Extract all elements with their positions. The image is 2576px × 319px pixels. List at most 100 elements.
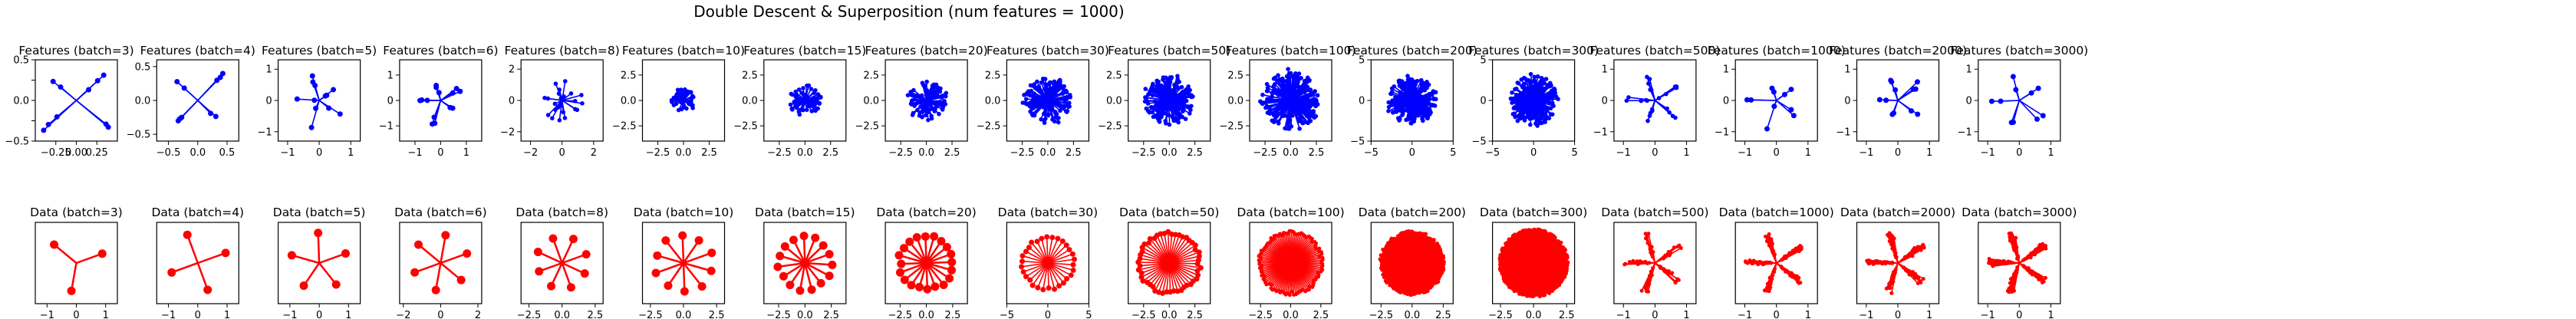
data-point xyxy=(580,101,585,106)
data-point xyxy=(1019,264,1025,270)
series-marks xyxy=(1988,74,2046,126)
data-point xyxy=(94,77,100,84)
data-point xyxy=(788,102,793,107)
x-tick-label: 0 xyxy=(1045,310,1051,319)
x-tick-label: 0 xyxy=(1774,147,1780,159)
x-tick-label: 0 xyxy=(2016,147,2022,159)
data-point xyxy=(1533,111,1538,116)
data-point xyxy=(1260,92,1265,97)
chart-panel: Features (batch=200)−5 0 5−505 xyxy=(1347,44,1477,159)
data-point xyxy=(1312,115,1317,120)
data-point xyxy=(921,83,926,88)
data-point xyxy=(1062,104,1067,110)
chart-panel: Features (batch=15)−2.5 0.0 2.5−2.50.02.5 xyxy=(733,44,866,159)
data-point xyxy=(707,266,716,275)
data-point xyxy=(1049,235,1056,241)
data-point xyxy=(547,281,556,291)
data-point xyxy=(50,240,59,249)
data-point xyxy=(1515,81,1520,85)
data-point xyxy=(557,118,562,123)
data-point xyxy=(1528,71,1533,77)
figure-title: Double Descent & Superposition (num feat… xyxy=(693,2,1124,21)
data-point xyxy=(410,268,420,277)
data-point xyxy=(672,96,677,101)
data-point xyxy=(287,251,296,260)
data-point xyxy=(1405,74,1410,78)
data-point xyxy=(664,281,673,290)
data-point xyxy=(1528,103,1533,107)
data-point xyxy=(1771,251,1776,255)
data-point xyxy=(1408,84,1413,90)
data-point xyxy=(2010,74,2016,80)
data-point xyxy=(1769,239,1774,244)
data-point xyxy=(1284,126,1290,131)
data-point xyxy=(2010,119,2016,125)
data-point xyxy=(1270,94,1275,99)
series-marks xyxy=(1378,229,1446,298)
data-point xyxy=(1532,74,1537,80)
series-marks xyxy=(174,71,226,124)
data-point xyxy=(1317,246,1322,251)
y-tick-label: −1 xyxy=(1593,127,1608,138)
data-point xyxy=(1526,95,1531,100)
panel-title: Features (batch=6) xyxy=(383,44,498,58)
data-point xyxy=(1177,79,1181,84)
data-point xyxy=(1056,283,1062,289)
data-point xyxy=(1400,111,1405,117)
x-tick-label: −2.5 xyxy=(1132,147,1156,159)
y-tick-label: 0.0 xyxy=(1106,96,1122,107)
y-tick-label: −2.5 xyxy=(855,121,880,133)
y-tick-label: −1 xyxy=(1958,127,1972,138)
data-point xyxy=(806,104,811,108)
vector-line xyxy=(1023,94,1049,101)
series-marks xyxy=(1876,77,1921,117)
data-point xyxy=(1278,99,1283,104)
data-point xyxy=(1397,84,1402,88)
y-tick-label: 1 xyxy=(265,64,272,76)
data-point xyxy=(1744,97,1750,103)
panel-title: Data (batch=20) xyxy=(876,206,977,219)
data-point xyxy=(1152,99,1158,104)
data-point xyxy=(1029,239,1035,245)
data-point xyxy=(548,234,558,243)
x-tick-label: −1 xyxy=(1981,147,1995,159)
data-point xyxy=(907,281,916,290)
data-point xyxy=(1043,82,1048,87)
data-point xyxy=(1664,91,1668,97)
data-point xyxy=(1060,280,1066,286)
panel-title: Features (batch=15) xyxy=(743,44,866,58)
data-point xyxy=(929,88,934,93)
data-point xyxy=(924,102,929,107)
panel-title: Data (batch=300) xyxy=(1480,206,1587,219)
series-marks xyxy=(417,82,463,127)
data-point xyxy=(947,258,957,267)
panel-title: Features (batch=4) xyxy=(140,44,255,58)
data-point xyxy=(1386,108,1391,113)
data-point xyxy=(786,281,795,290)
data-point xyxy=(804,107,809,113)
data-point xyxy=(431,285,440,294)
data-point xyxy=(1909,108,1915,114)
data-point xyxy=(799,90,804,95)
series-marks xyxy=(1142,74,1195,127)
data-point xyxy=(1627,260,1632,265)
data-point xyxy=(779,271,788,281)
data-point xyxy=(809,87,814,91)
data-point xyxy=(917,113,922,118)
panel-title: Data (batch=2000) xyxy=(1840,206,1955,219)
x-tick-label: −1 xyxy=(161,310,176,319)
data-point xyxy=(1049,106,1055,111)
data-point xyxy=(337,111,343,117)
panel-title: Features (batch=30) xyxy=(987,44,1109,58)
data-point xyxy=(1762,288,1767,293)
series-marks xyxy=(1622,232,1683,294)
data-point xyxy=(1425,80,1429,84)
data-point xyxy=(1523,89,1528,94)
chart-panel: Data (batch=6)−2 0 2 xyxy=(394,206,487,319)
data-point xyxy=(1069,251,1076,257)
x-tick-label: 1 xyxy=(1805,147,1811,159)
y-tick-label: −2 xyxy=(500,127,515,138)
y-tick-label: 0 xyxy=(265,96,272,107)
data-point xyxy=(1039,117,1043,122)
data-point xyxy=(1171,96,1177,101)
